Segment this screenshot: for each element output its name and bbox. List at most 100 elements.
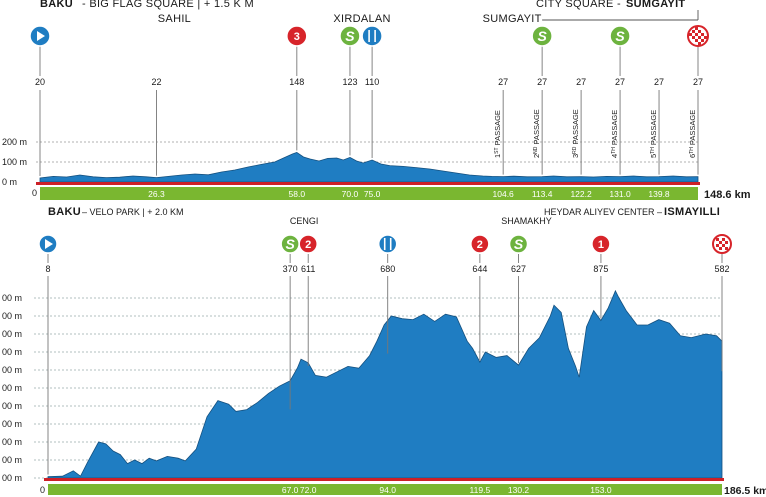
passage-label: 6TH PASSAGE [688,110,697,158]
sprint-badge-text: S [514,236,524,252]
kom-badge-text: 1 [598,239,604,251]
elevation-area [47,289,723,479]
km-label: 131.0 [609,189,631,199]
passage-ordinal: TH [689,147,695,154]
finish-icon [687,25,709,47]
sprint-circle [339,25,361,47]
stage2-finish-label: ISMAYILLI [664,206,720,218]
play-glyph [37,31,45,41]
passage-number: 4 [610,154,619,158]
checker-square [695,33,698,36]
kom-icon: 3 [286,25,308,47]
km-bar [48,484,722,495]
marker-altitude: 27 [693,77,703,87]
passage-number: 3 [571,154,580,158]
place-sahil: SAHIL [158,13,191,25]
marker-altitude: 27 [654,77,664,87]
checker-square [704,36,707,39]
sprint-circle [609,25,631,47]
km-label: 104.6 [493,189,515,199]
y-tick-label: 00 m [2,419,22,429]
kom-circle [591,234,611,254]
y-tick-label: 0 m [2,177,17,187]
total-distance: 148.6 km [704,189,751,201]
marker-altitude: 680 [380,264,395,274]
checker-square [698,36,701,39]
passage-number: 6 [688,154,697,158]
km-start-label: 0 [40,485,45,495]
stage1-header: BAKU - BIG FLAG SQUARE | + 1.5 K M CITY … [40,0,685,10]
checker-square [692,36,695,39]
passage-number: 5 [649,154,658,158]
y-tick-label: 00 m [2,455,22,465]
passage-word: PASSAGE [688,110,697,147]
km-label: 26.3 [148,189,165,199]
km-start-label: 0 [32,188,37,198]
marker-altitude: 20 [35,77,45,87]
start-icon [29,25,51,47]
marker-altitude: 582 [714,264,729,274]
sprint-icon: S [609,25,631,47]
y-tick-label: 200 m [2,137,27,147]
y-tick-label: 00 m [2,401,22,411]
km-label: 119.5 [470,485,491,495]
passage-ordinal: ST [494,147,500,153]
passage-word: PASSAGE [493,110,502,147]
checker-square [698,42,701,45]
km-label: 58.0 [289,189,306,199]
y-tick-label: 00 m [2,365,22,375]
stage1-start-label: BAKU [40,0,73,10]
km-label: 75.0 [364,189,381,199]
passage-label: 5TH PASSAGE [649,110,658,158]
stage1-finish-label: SUMGAYIT [626,0,685,10]
marker-altitude: 27 [537,77,547,87]
passage-label: 4TH PASSAGE [610,110,619,158]
stage2-header: BAKU – VELO PARK | + 2.0 KM HEYDAR ALIYE… [48,206,720,218]
km-label: 67.0 [282,485,299,495]
passage-ordinal: ND [533,146,539,154]
sprint-circle [508,234,529,254]
km-bar [40,187,698,200]
stage2-start-detail: – VELO PARK | + 2.0 KM [82,207,183,217]
sprint-badge-text: S [537,28,547,44]
sprint-icon: S [339,25,361,47]
checker-square [716,238,719,241]
checker-square [719,247,722,250]
kom-badge-text: 3 [294,31,300,43]
marker-altitude: 148 [289,77,304,87]
baseline-red [36,182,700,185]
finish-icon [712,234,732,254]
km-label: 70.0 [342,189,359,199]
checker-square [695,27,698,30]
passage-label: 2ND PASSAGE [532,109,541,158]
passage-word: PASSAGE [610,110,619,147]
sprint-icon: S [280,234,300,254]
marker-altitude: 627 [511,264,526,274]
passage-number: 2 [532,154,541,158]
marker-altitude: 22 [151,77,161,87]
km-label: 113.4 [532,189,553,199]
marker-altitude: 644 [472,264,487,274]
place-xirdalan: XIRDALAN [333,13,390,25]
checker-square [698,30,701,33]
feed-icon [361,25,383,47]
passage-ordinal: TH [650,147,656,154]
y-tick-label: 00 m [2,329,22,339]
feed-icon [377,234,398,254]
place-shamakhy: SHAMAKHY [501,216,552,226]
place-sumgayit: SUMGAYIT [483,13,542,25]
stage1-start-detail: - BIG FLAG SQUARE | + 1.5 K M [82,0,254,10]
marker-altitude: 875 [593,264,608,274]
marker-altitude: 123 [342,77,357,87]
total-distance: 186.5 km [724,485,766,497]
feed-circle [377,234,398,254]
marker-altitude: 110 [365,77,379,87]
checker-square [701,39,704,42]
marker-altitude: 27 [576,77,586,87]
kom-icon: 2 [298,234,318,254]
checker-square [695,39,698,42]
kom-badge-text: 2 [305,239,311,251]
checker-square [689,33,692,36]
km-label: 94.0 [379,485,396,495]
